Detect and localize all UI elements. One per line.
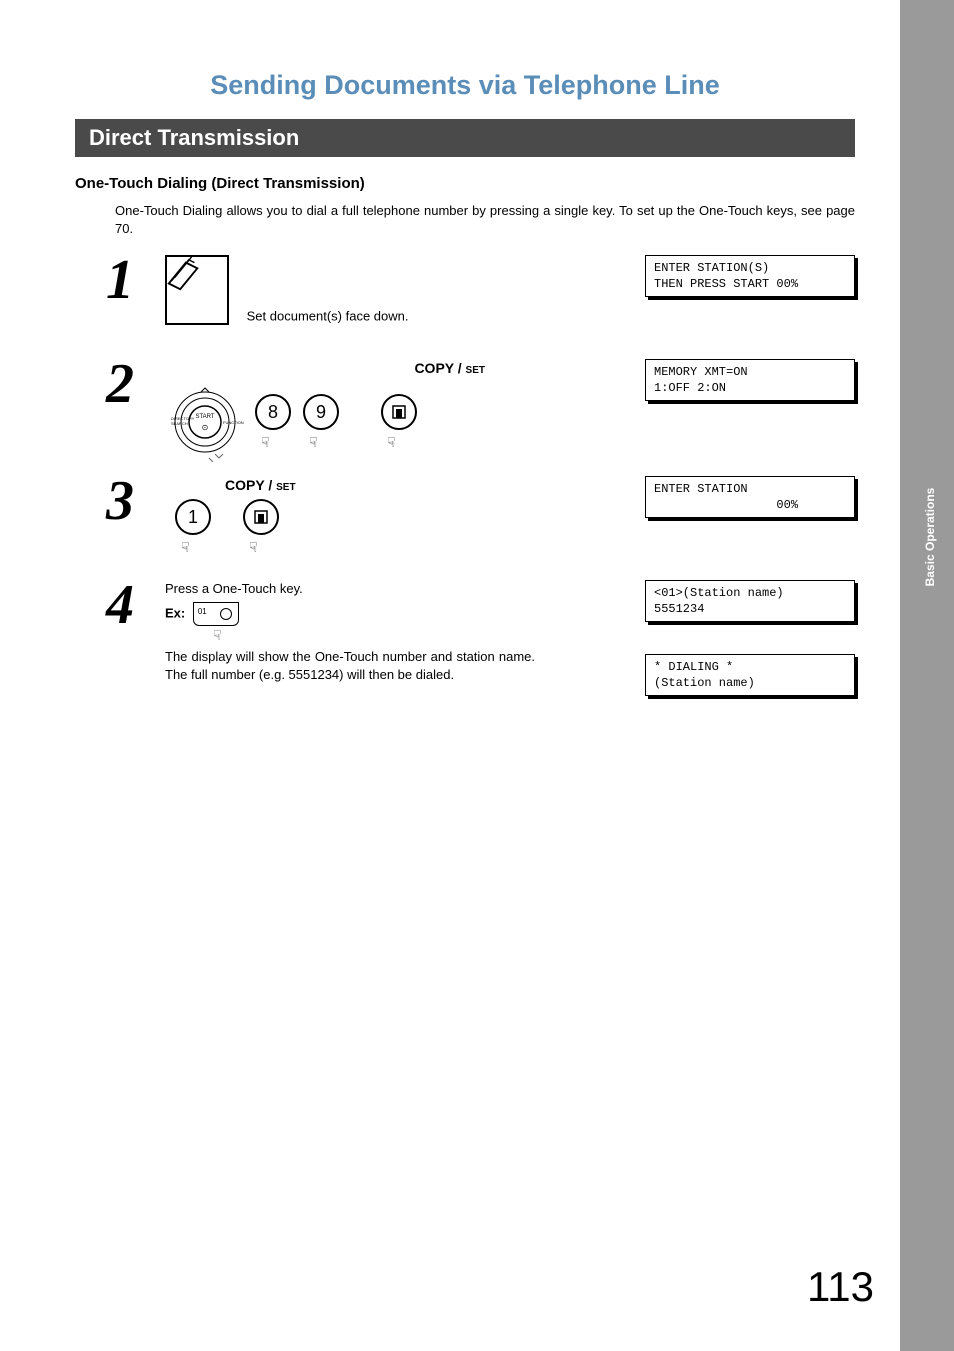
paper-stack-icon bbox=[165, 255, 203, 293]
side-tab-label: Basic Operations bbox=[923, 457, 937, 617]
copy-set-key: ☟ bbox=[243, 499, 281, 555]
svg-text:FUNCTION: FUNCTION bbox=[223, 420, 244, 425]
keypad-key-1: 1 ☟ bbox=[175, 499, 213, 555]
document-feeder-icon bbox=[165, 255, 229, 325]
copy-set-label: COPY / SET bbox=[414, 360, 485, 376]
start-dial-icon: START ⊙ DIRECTORY SEARCH FUNCTION bbox=[165, 382, 245, 462]
sub-heading: One-Touch Dialing (Direct Transmission) bbox=[75, 175, 855, 192]
step-caption: Set document(s) face down. bbox=[247, 309, 409, 324]
step-number: 2 bbox=[75, 359, 165, 409]
press-hand-icon: ☟ bbox=[213, 626, 535, 645]
copy-set-label: COPY / SET bbox=[225, 477, 296, 493]
step-row: 2 COPY / SET START ⊙ bbox=[75, 359, 855, 462]
step-text-line: The display will show the One-Touch numb… bbox=[165, 648, 535, 683]
key-row: 1 ☟ ☟ bbox=[165, 499, 535, 555]
side-tab: Basic Operations bbox=[900, 0, 954, 1351]
one-touch-key-icon: 01 bbox=[193, 602, 239, 626]
side-tab-label-wrap: Basic Operations bbox=[900, 440, 954, 640]
lcd-display: <01>(Station name) 5551234 bbox=[645, 580, 855, 622]
press-hand-icon: ☟ bbox=[181, 538, 190, 557]
svg-text:SEARCH: SEARCH bbox=[171, 421, 188, 426]
press-hand-icon: ☟ bbox=[261, 433, 270, 452]
steps-list: 1 Set document(s) face down. ENTER STATI… bbox=[75, 255, 855, 696]
svg-text:⊙: ⊙ bbox=[202, 423, 209, 432]
page-title: Sending Documents via Telephone Line bbox=[75, 70, 855, 101]
intro-text: One-Touch Dialing allows you to dial a f… bbox=[115, 202, 855, 237]
step-body: Press a One-Touch key. Ex: 01 ☟ The disp… bbox=[165, 580, 535, 684]
lcd-display: MEMORY XMT=ON 1:OFF 2:ON bbox=[645, 359, 855, 401]
step-number: 1 bbox=[75, 255, 165, 305]
svg-text:START: START bbox=[195, 414, 214, 420]
step-body: Set document(s) face down. bbox=[165, 255, 535, 325]
lcd-display: * DIALING * (Station name) bbox=[645, 654, 855, 696]
ex-label: Ex: bbox=[165, 605, 185, 620]
copy-set-key: ☟ bbox=[381, 394, 419, 450]
copy-text: COPY bbox=[414, 360, 453, 376]
press-hand-icon: ☟ bbox=[249, 538, 258, 557]
step-row: 4 Press a One-Touch key. Ex: 01 ☟ The di… bbox=[75, 580, 855, 696]
lcd-display: ENTER STATION(S) THEN PRESS START 00% bbox=[645, 255, 855, 297]
key-digit: 8 bbox=[255, 394, 291, 430]
step-lcd-group: ENTER STATION 00% bbox=[645, 476, 855, 518]
step-number: 4 bbox=[75, 580, 165, 630]
lcd-display: ENTER STATION 00% bbox=[645, 476, 855, 518]
press-hand-icon: ☟ bbox=[387, 433, 396, 452]
key-digit: 1 bbox=[175, 499, 211, 535]
example-row: Ex: 01 ☟ bbox=[165, 602, 535, 645]
page-number: 113 bbox=[807, 1263, 874, 1311]
step-row: 3 COPY / SET 1 ☟ bbox=[75, 476, 855, 566]
step-body: COPY / SET START ⊙ DIRECTORY SEARCH bbox=[165, 359, 535, 462]
one-touch-key-num: 01 bbox=[198, 607, 207, 618]
set-key-icon bbox=[381, 394, 417, 430]
copy-text: COPY bbox=[225, 477, 264, 493]
step-number: 3 bbox=[75, 476, 165, 526]
keypad-key-8: 8 ☟ bbox=[255, 394, 293, 450]
set-key-icon bbox=[243, 499, 279, 535]
step-text-line: Press a One-Touch key. bbox=[165, 580, 535, 598]
keypad-key-9: 9 ☟ bbox=[303, 394, 341, 450]
section-heading: Direct Transmission bbox=[75, 119, 855, 157]
page-content: Sending Documents via Telephone Line Dir… bbox=[75, 70, 855, 710]
step-lcd-group: ENTER STATION(S) THEN PRESS START 00% bbox=[645, 255, 855, 297]
step-lcd-group: MEMORY XMT=ON 1:OFF 2:ON bbox=[645, 359, 855, 401]
step-lcd-group: <01>(Station name) 5551234 * DIALING * (… bbox=[645, 580, 855, 696]
set-text: SET bbox=[466, 365, 485, 376]
set-text: SET bbox=[276, 482, 295, 493]
press-hand-icon: ☟ bbox=[309, 433, 318, 452]
key-digit: 9 bbox=[303, 394, 339, 430]
step-row: 1 Set document(s) face down. ENTER STATI… bbox=[75, 255, 855, 345]
key-row: START ⊙ DIRECTORY SEARCH FUNCTION 8 ☟ bbox=[165, 382, 535, 462]
step-body: COPY / SET 1 ☟ ☟ bbox=[165, 476, 535, 555]
